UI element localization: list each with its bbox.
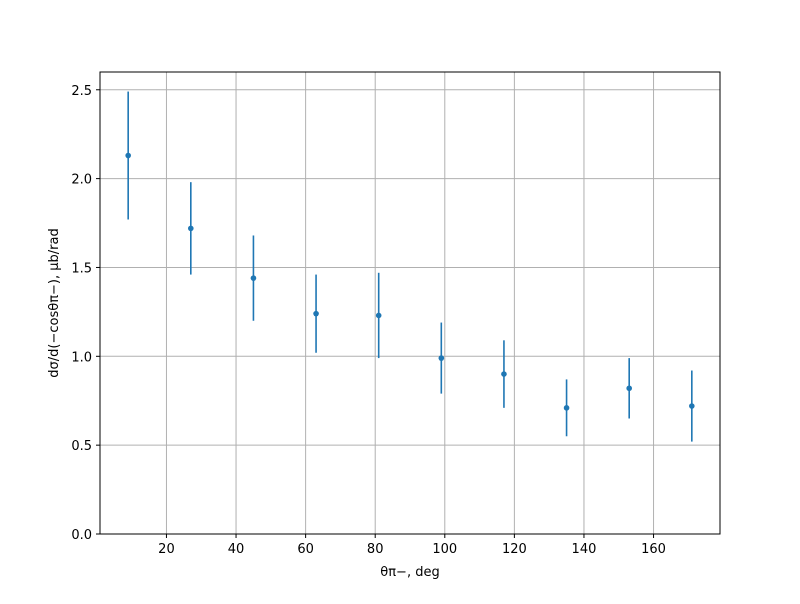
data-point bbox=[375, 312, 382, 319]
data-point bbox=[438, 355, 445, 361]
x-tick-label: 80 bbox=[367, 542, 384, 557]
x-tick-label: 60 bbox=[297, 542, 314, 557]
data-point bbox=[689, 403, 695, 409]
y-tick-label: 2.5 bbox=[71, 84, 92, 99]
y-tick-label: 1.5 bbox=[71, 261, 92, 276]
x-tick-label: 160 bbox=[641, 542, 666, 557]
data-point bbox=[250, 275, 257, 281]
x-tick-label: 100 bbox=[432, 542, 457, 557]
plot-frame bbox=[99, 71, 721, 535]
y-tick-label: 1.0 bbox=[71, 350, 92, 365]
x-tick-label: 40 bbox=[228, 542, 245, 557]
x-tick-label: 20 bbox=[158, 542, 175, 557]
x-tick-label: 140 bbox=[572, 542, 597, 557]
data-point bbox=[188, 225, 194, 232]
y-tick-label: 0.0 bbox=[71, 528, 92, 543]
data-point bbox=[125, 152, 131, 159]
data-point bbox=[626, 385, 632, 392]
x-axis-label: θπ−, deg bbox=[380, 565, 439, 580]
x-tick-label: 120 bbox=[502, 542, 527, 557]
y-tick-label: 0.5 bbox=[71, 439, 92, 454]
y-axis-label: dσ/d(−cosθπ−), μb/rad bbox=[47, 228, 62, 377]
y-tick-label: 2.0 bbox=[71, 173, 92, 188]
data-point bbox=[563, 405, 570, 411]
data-point bbox=[313, 310, 319, 317]
data-point bbox=[501, 371, 507, 377]
